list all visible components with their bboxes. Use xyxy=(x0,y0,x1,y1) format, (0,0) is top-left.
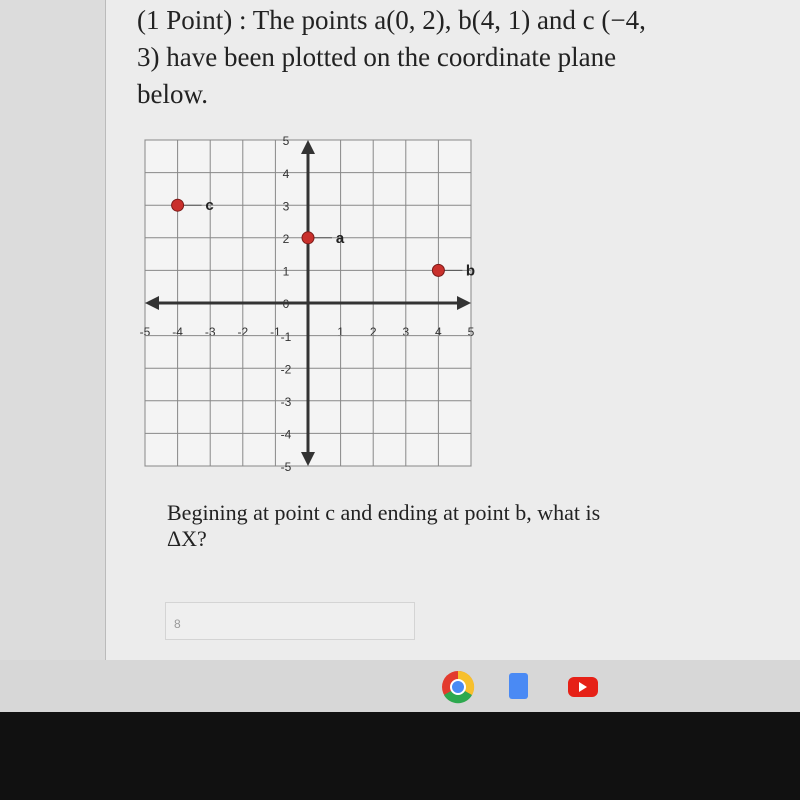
x-tick-label: 2 xyxy=(370,325,377,339)
taskbar-icons xyxy=(442,670,598,704)
prompt: Begining at point c and ending at point … xyxy=(167,500,601,551)
chrome-center xyxy=(450,679,466,695)
x-tick-label: -2 xyxy=(237,325,248,339)
y-tick-label: 2 xyxy=(283,232,290,246)
question: (1 Point) : The points a(0, 2), b(4, 1) … xyxy=(137,5,646,109)
point xyxy=(431,263,445,277)
x-tick-label: 4 xyxy=(435,325,442,339)
y-tick-label: -4 xyxy=(281,428,292,442)
x-tick-label: -1 xyxy=(270,325,281,339)
y-tick-label: 4 xyxy=(283,167,290,181)
x-tick-label: 3 xyxy=(402,325,409,339)
y-tick-label: -5 xyxy=(281,460,292,474)
youtube-play xyxy=(579,682,587,692)
x-tick-label: 5 xyxy=(468,325,475,339)
point-label: a xyxy=(336,230,345,247)
answer-input[interactable]: 8 xyxy=(165,602,415,640)
chrome-green xyxy=(444,687,472,704)
y-tick-label: -3 xyxy=(281,395,292,409)
y-tick-label: 5 xyxy=(283,134,290,148)
x-tick-label: -4 xyxy=(172,325,183,339)
x-tick-label: 1 xyxy=(337,325,344,339)
y-tick-label: -2 xyxy=(281,362,292,376)
y-tick-label: 1 xyxy=(283,265,290,279)
y-tick-label: -1 xyxy=(281,330,292,344)
docs-icon[interactable] xyxy=(509,673,528,699)
y-tick-label: 3 xyxy=(283,199,290,213)
point xyxy=(301,231,315,245)
x-tick-label: -5 xyxy=(140,325,151,339)
point-label: c xyxy=(205,197,213,214)
taskbar xyxy=(0,660,800,712)
point xyxy=(171,198,185,212)
point-label: b xyxy=(466,262,475,279)
x-tick-label: -3 xyxy=(205,325,216,339)
screen: (1 Point) : The points a(0, 2), b(4, 1) … xyxy=(0,0,800,712)
